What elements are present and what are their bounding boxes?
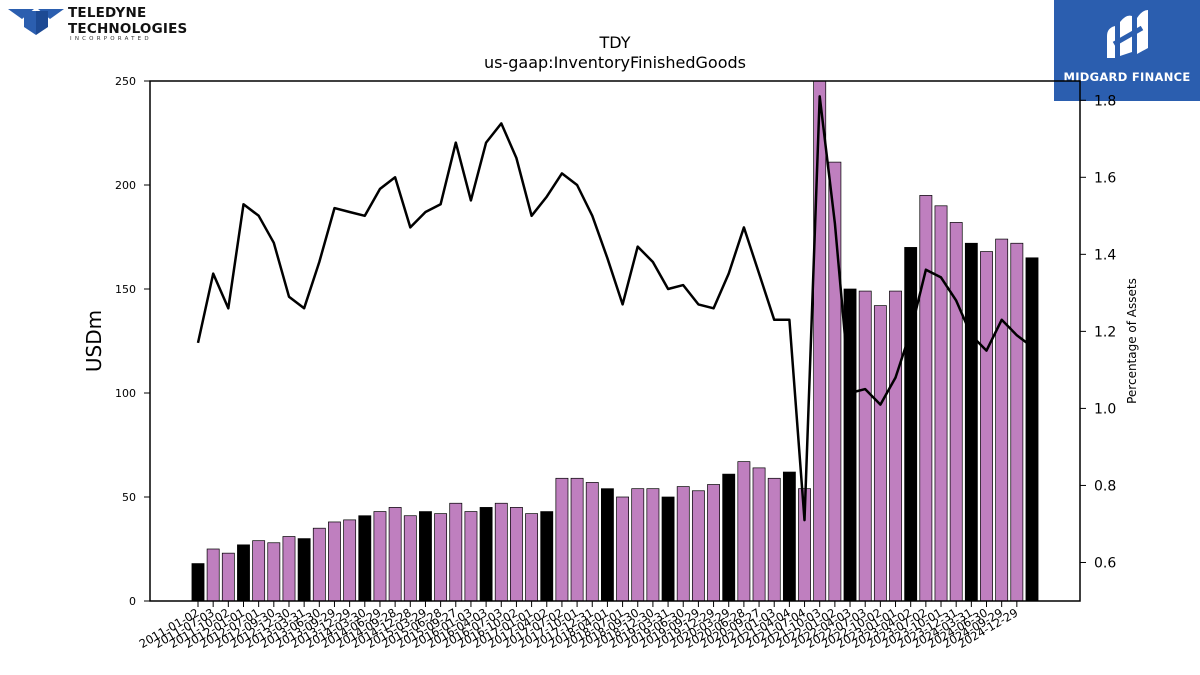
midgard-brand-text: MIDGARD FINANCE (1063, 70, 1191, 84)
y-tick-label: 150 (115, 283, 136, 296)
y2-axis-label: Percentage of Assets (1125, 278, 1139, 404)
chart-title: TDY (599, 33, 631, 52)
bar (661, 496, 675, 602)
teledyne-logo: TELEDYNE TECHNOLOGIES INCORPORATED (6, 5, 187, 43)
bar (707, 484, 720, 602)
bar (494, 502, 508, 602)
y-tick-label: 0 (129, 595, 136, 608)
percentage-line (196, 95, 1033, 522)
bar (767, 477, 781, 602)
y-axis-left: 0 50 100 150 200 250 (115, 75, 150, 608)
bar (510, 507, 523, 602)
bar (434, 513, 448, 602)
bar (282, 536, 296, 602)
bar (358, 515, 372, 602)
midgard-finance-logo: MIDGARD FINANCE (1054, 0, 1200, 101)
bar (403, 515, 417, 602)
bar (555, 477, 569, 602)
bar (1010, 242, 1024, 602)
logo-line3: INCORPORATED (70, 36, 152, 42)
bar (889, 290, 902, 602)
bar (722, 473, 736, 602)
chart-subtitle: us-gaap:InventoryFinishedGoods (484, 53, 746, 72)
y-tick-label: 100 (115, 387, 136, 400)
bar (585, 482, 599, 602)
y2-tick-label: 0.8 (1094, 478, 1116, 494)
bar (206, 548, 220, 602)
bar (328, 521, 341, 602)
bar (191, 563, 205, 602)
bar (980, 251, 993, 602)
y2-tick-label: 1.2 (1094, 324, 1116, 340)
logo-line1: TELEDYNE (68, 5, 147, 21)
bar (267, 542, 281, 602)
y-tick-label: 200 (115, 179, 136, 192)
y-axis-label: USDm (82, 310, 106, 372)
bar (964, 242, 978, 602)
bar (646, 488, 660, 602)
x-axis: 2011-01-022011-07-032011-10-022012-01-01… (137, 601, 1020, 651)
y-axis-right: 0.6 0.8 1.0 1.2 1.4 1.6 1.8 (1080, 93, 1116, 571)
bar (631, 488, 645, 602)
bar (752, 467, 766, 602)
bar-series (191, 80, 1039, 602)
bar (904, 247, 918, 602)
bar (312, 527, 326, 602)
y-tick-label: 250 (115, 75, 136, 88)
bar (782, 471, 796, 602)
y2-tick-label: 1.6 (1094, 170, 1116, 186)
bar (479, 507, 493, 602)
bar (858, 290, 872, 602)
bar (252, 540, 266, 602)
bar (221, 552, 235, 602)
bar (873, 305, 887, 602)
bar (297, 538, 311, 602)
bar (449, 502, 463, 602)
teledyne-emblem-icon (8, 9, 64, 35)
logo-line2: TECHNOLOGIES (68, 21, 188, 37)
bar (616, 496, 629, 602)
bar (995, 238, 1009, 602)
bar (691, 490, 705, 602)
bar (919, 195, 933, 602)
bar (373, 511, 387, 602)
bar (934, 205, 948, 602)
plot-frame (149, 80, 1081, 602)
midgard-emblem-icon (1107, 10, 1148, 58)
y2-tick-label: 1.8 (1094, 93, 1116, 109)
bar (1025, 257, 1039, 602)
bar (949, 222, 963, 602)
bar (419, 511, 432, 602)
y2-tick-label: 1.4 (1094, 247, 1116, 263)
bar (813, 80, 827, 602)
bar (237, 544, 250, 602)
y2-tick-label: 1.0 (1094, 401, 1116, 417)
bar (525, 513, 539, 602)
y-tick-label: 50 (122, 491, 136, 504)
y2-tick-label: 0.6 (1094, 555, 1116, 571)
bar (388, 507, 402, 602)
bar (343, 519, 357, 602)
bar (601, 488, 614, 602)
bar (570, 477, 584, 602)
bar (540, 511, 554, 602)
bar (464, 511, 478, 602)
bar (676, 486, 690, 602)
bar (737, 461, 751, 602)
